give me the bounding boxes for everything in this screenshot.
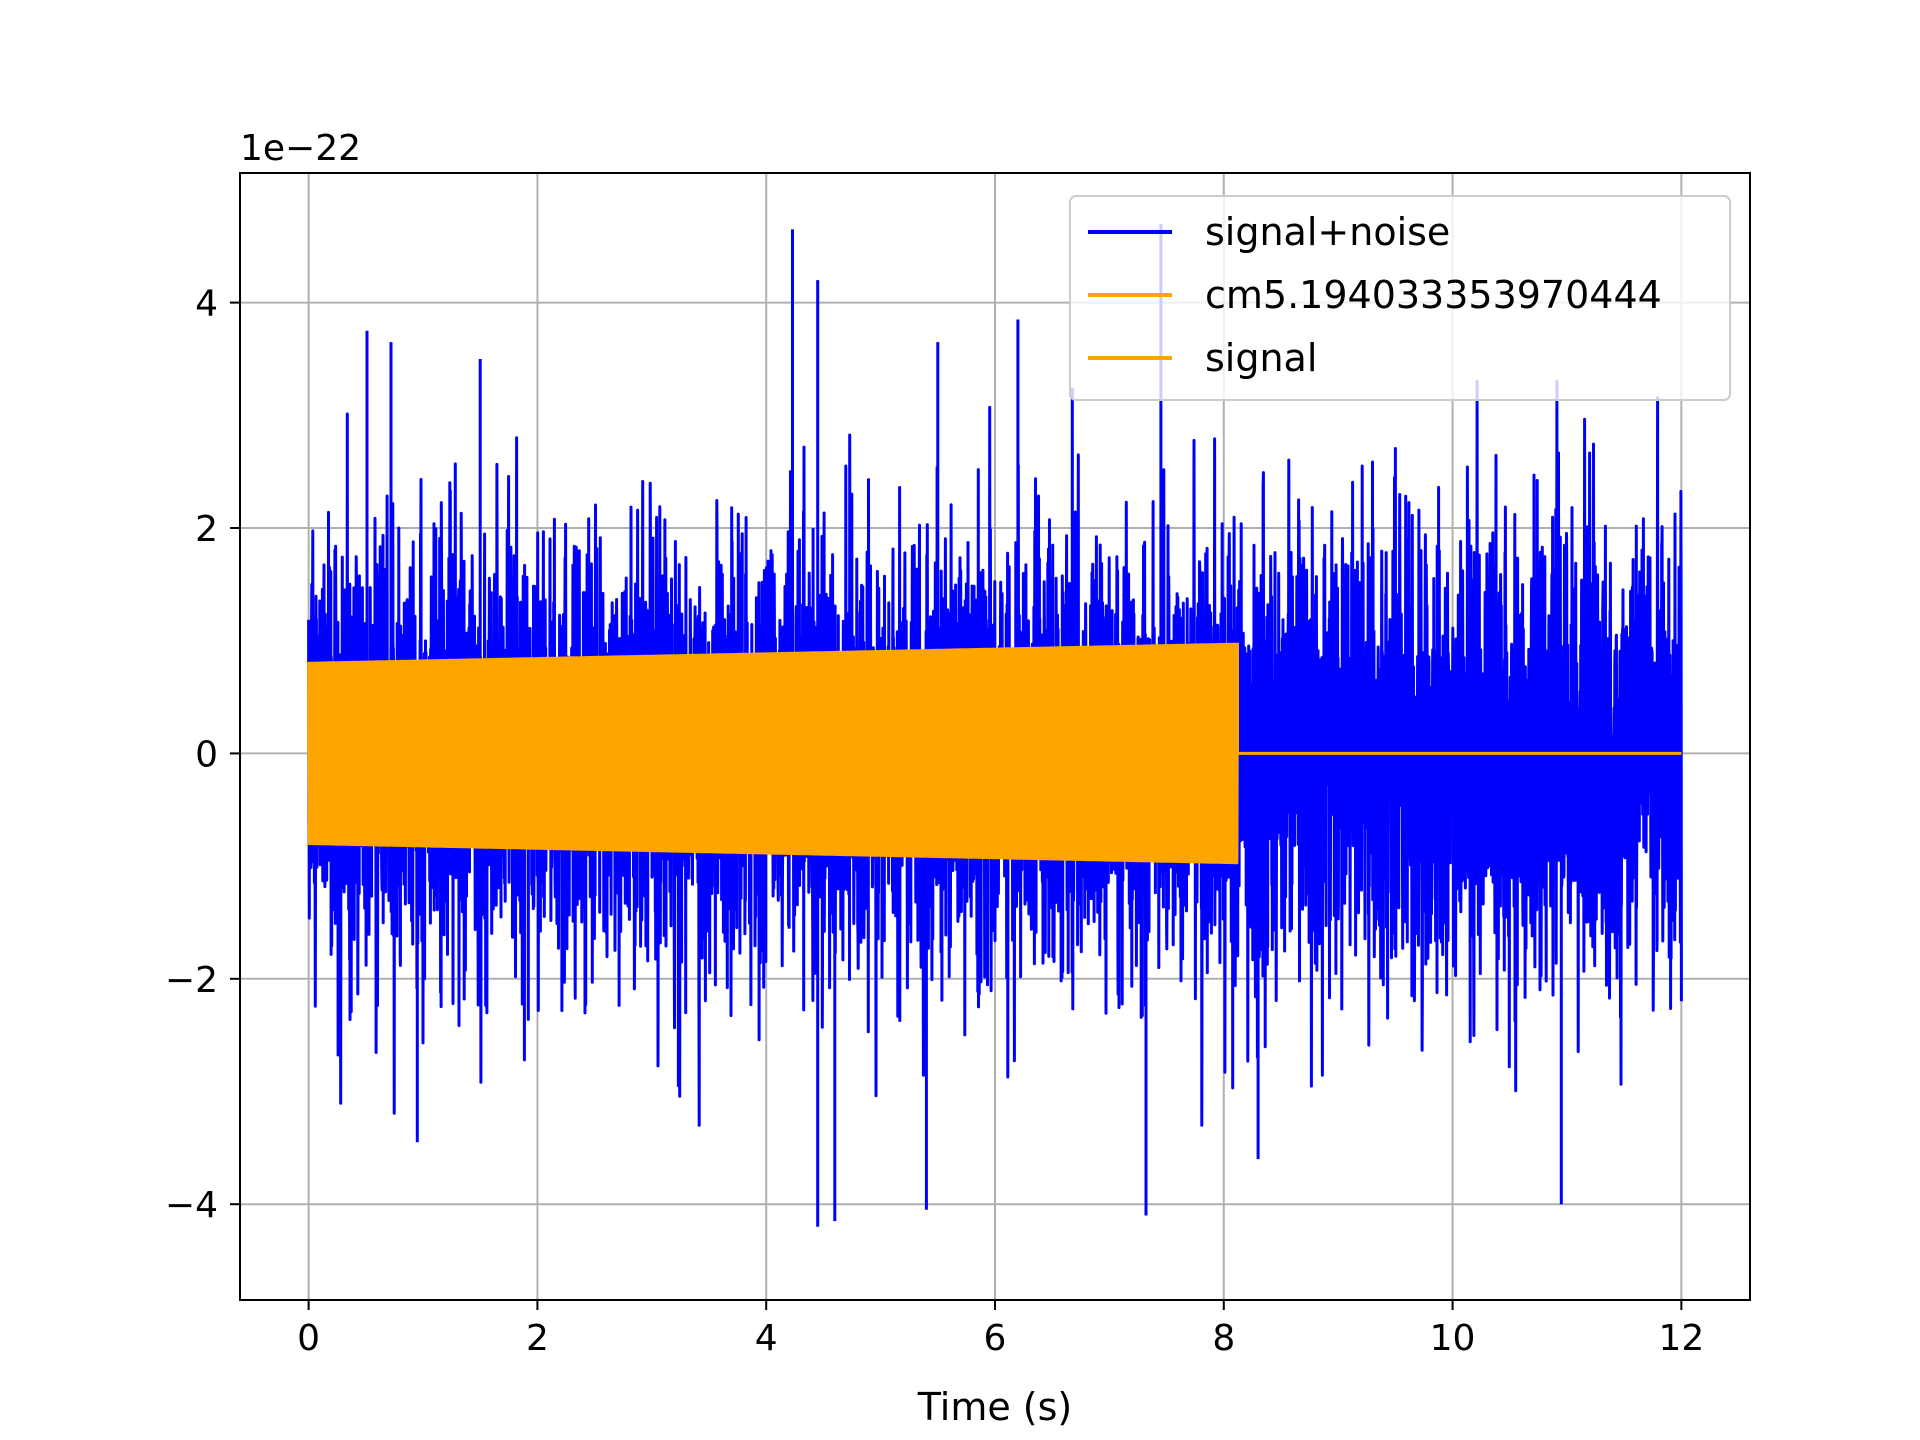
legend-label-signal: signal (1205, 336, 1317, 380)
series-signal-line (307, 642, 1682, 865)
legend: signal+noise cm5.194033353970444 signal (1069, 195, 1731, 401)
y-tick-label: 0 (195, 734, 218, 775)
x-axis-label: Time (s) (917, 1385, 1073, 1429)
x-tick-label: 0 (297, 1318, 320, 1359)
y-tick-label: −4 (165, 1185, 218, 1226)
x-tick-label: 10 (1430, 1318, 1476, 1359)
x-tick-label: 4 (755, 1318, 778, 1359)
y-tick-label: 2 (195, 509, 218, 550)
x-tick-label: 8 (1212, 1318, 1235, 1359)
data-area (307, 223, 1683, 1227)
legend-label-signal-noise: signal+noise (1205, 210, 1450, 254)
ticks: 0 2 4 6 8 10 12 −4 −2 0 2 4 (165, 284, 1704, 1359)
y-tick-label: 4 (195, 284, 218, 325)
y-offset-label: 1e−22 (240, 128, 361, 169)
legend-frame (1069, 195, 1731, 401)
legend-label-cm: cm5.194033353970444 (1205, 273, 1662, 317)
x-tick-label: 12 (1658, 1318, 1704, 1359)
y-tick-label: −2 (165, 960, 218, 1001)
x-tick-label: 6 (984, 1318, 1007, 1359)
series-signal-noise-line (307, 223, 1683, 1227)
x-tick-label: 2 (526, 1318, 549, 1359)
